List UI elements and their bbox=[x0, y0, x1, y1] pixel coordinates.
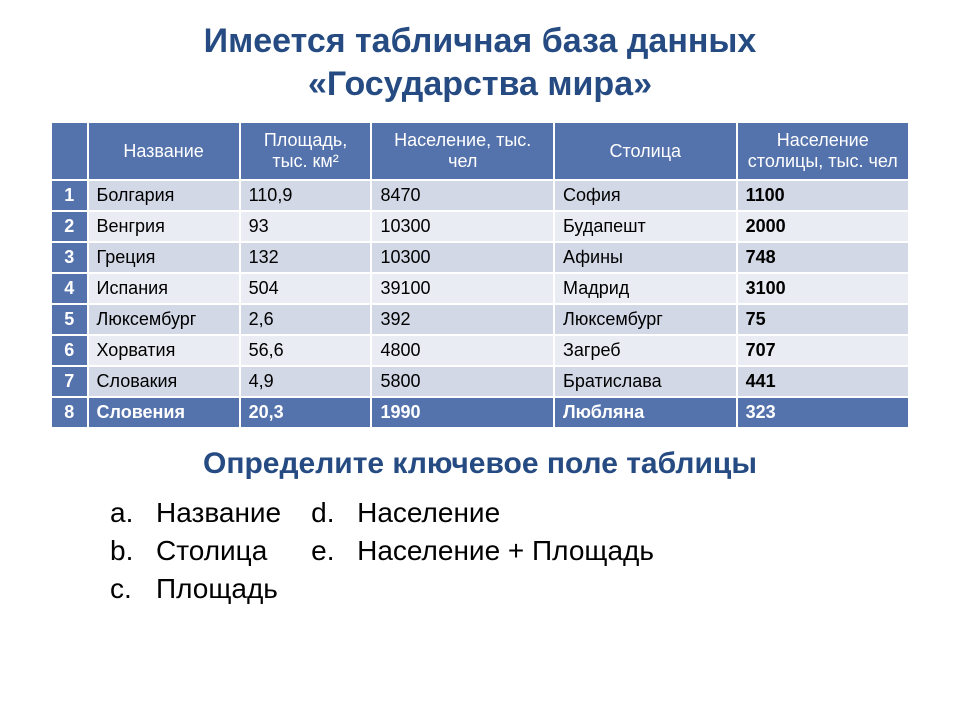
cell-pop: 10300 bbox=[371, 242, 554, 273]
table-row: 8Словения20,31990Любляна323 bbox=[51, 397, 909, 428]
option-letter: e. bbox=[311, 535, 339, 567]
cell-name: Болгария bbox=[88, 180, 240, 211]
cell-rownum: 3 bbox=[51, 242, 88, 273]
option-row: c. Площадь bbox=[110, 573, 281, 605]
col-header-cap: Столица bbox=[554, 122, 737, 180]
answer-options: a. Название b. Столица c. Площадь d. Население… bbox=[50, 497, 910, 605]
cell-cap-pop: 748 bbox=[737, 242, 909, 273]
cell-name: Испания bbox=[88, 273, 240, 304]
cell-area: 2,6 bbox=[240, 304, 372, 335]
option-letter: a. bbox=[110, 497, 138, 529]
cell-cap-pop: 2000 bbox=[737, 211, 909, 242]
col-header-name: Название bbox=[88, 122, 240, 180]
cell-pop: 5800 bbox=[371, 366, 554, 397]
table-row: 2Венгрия9310300Будапешт2000 bbox=[51, 211, 909, 242]
cell-cap-pop: 1100 bbox=[737, 180, 909, 211]
cell-cap: Афины bbox=[554, 242, 737, 273]
options-col-left: a. Название b. Столица c. Площадь bbox=[110, 497, 281, 605]
cell-rownum: 5 bbox=[51, 304, 88, 335]
cell-rownum: 8 bbox=[51, 397, 88, 428]
cell-name: Словения bbox=[88, 397, 240, 428]
option-row: a. Название bbox=[110, 497, 281, 529]
cell-area: 56,6 bbox=[240, 335, 372, 366]
cell-name: Греция bbox=[88, 242, 240, 273]
col-header-cappop: Население столицы, тыс. чел bbox=[737, 122, 909, 180]
cell-area: 110,9 bbox=[240, 180, 372, 211]
table-row: 5Люксембург2,6392Люксембург75 bbox=[51, 304, 909, 335]
cell-area: 93 bbox=[240, 211, 372, 242]
cell-rownum: 7 bbox=[51, 366, 88, 397]
cell-area: 20,3 bbox=[240, 397, 372, 428]
col-header-num bbox=[51, 122, 88, 180]
option-text: Население + Площадь bbox=[357, 535, 654, 567]
cell-area: 4,9 bbox=[240, 366, 372, 397]
cell-name: Словакия bbox=[88, 366, 240, 397]
table-row: 1Болгария110,98470София1100 bbox=[51, 180, 909, 211]
cell-name: Хорватия bbox=[88, 335, 240, 366]
table-header-row: Название Площадь, тыс. км² Население, ты… bbox=[51, 122, 909, 180]
cell-cap-pop: 323 bbox=[737, 397, 909, 428]
title-line-2: «Государства мира» bbox=[308, 65, 652, 103]
cell-cap-pop: 75 bbox=[737, 304, 909, 335]
cell-cap-pop: 3100 bbox=[737, 273, 909, 304]
table-row: 3Греция13210300Афины748 bbox=[51, 242, 909, 273]
option-row: d. Население bbox=[311, 497, 654, 529]
cell-cap: Мадрид bbox=[554, 273, 737, 304]
option-text: Площадь bbox=[156, 573, 278, 605]
option-text: Название bbox=[156, 497, 281, 529]
cell-pop: 10300 bbox=[371, 211, 554, 242]
cell-name: Венгрия bbox=[88, 211, 240, 242]
cell-cap: Загреб bbox=[554, 335, 737, 366]
option-text: Население bbox=[357, 497, 500, 529]
option-row: e. Население + Площадь bbox=[311, 535, 654, 567]
cell-cap: Будапешт bbox=[554, 211, 737, 242]
options-col-right: d. Население e. Население + Площадь bbox=[311, 497, 654, 605]
table-row: 7Словакия4,95800Братислава441 bbox=[51, 366, 909, 397]
cell-cap: София bbox=[554, 180, 737, 211]
option-letter: b. bbox=[110, 535, 138, 567]
cell-cap-pop: 707 bbox=[737, 335, 909, 366]
cell-cap: Люксембург bbox=[554, 304, 737, 335]
countries-table: Название Площадь, тыс. км² Население, ты… bbox=[50, 121, 910, 429]
cell-cap: Любляна bbox=[554, 397, 737, 428]
col-header-area: Площадь, тыс. км² bbox=[240, 122, 372, 180]
table-row: 6Хорватия56,64800Загреб707 bbox=[51, 335, 909, 366]
cell-rownum: 2 bbox=[51, 211, 88, 242]
cell-area: 504 bbox=[240, 273, 372, 304]
option-letter: c. bbox=[110, 573, 138, 605]
cell-area: 132 bbox=[240, 242, 372, 273]
cell-rownum: 4 bbox=[51, 273, 88, 304]
table-row: 4Испания50439100Мадрид3100 bbox=[51, 273, 909, 304]
cell-rownum: 6 bbox=[51, 335, 88, 366]
option-letter: d. bbox=[311, 497, 339, 529]
cell-name: Люксембург bbox=[88, 304, 240, 335]
col-header-pop: Население, тыс. чел bbox=[371, 122, 554, 180]
cell-pop: 1990 bbox=[371, 397, 554, 428]
option-row: b. Столица bbox=[110, 535, 281, 567]
cell-cap-pop: 441 bbox=[737, 366, 909, 397]
cell-rownum: 1 bbox=[51, 180, 88, 211]
title-line-1: Имеется табличная база данных bbox=[204, 22, 757, 60]
cell-pop: 8470 bbox=[371, 180, 554, 211]
slide-title: Имеется табличная база данных «Государст… bbox=[50, 20, 910, 105]
option-text: Столица bbox=[156, 535, 267, 567]
cell-pop: 39100 bbox=[371, 273, 554, 304]
cell-cap: Братислава bbox=[554, 366, 737, 397]
cell-pop: 4800 bbox=[371, 335, 554, 366]
question-text: Определите ключевое поле таблицы bbox=[50, 447, 910, 481]
cell-pop: 392 bbox=[371, 304, 554, 335]
